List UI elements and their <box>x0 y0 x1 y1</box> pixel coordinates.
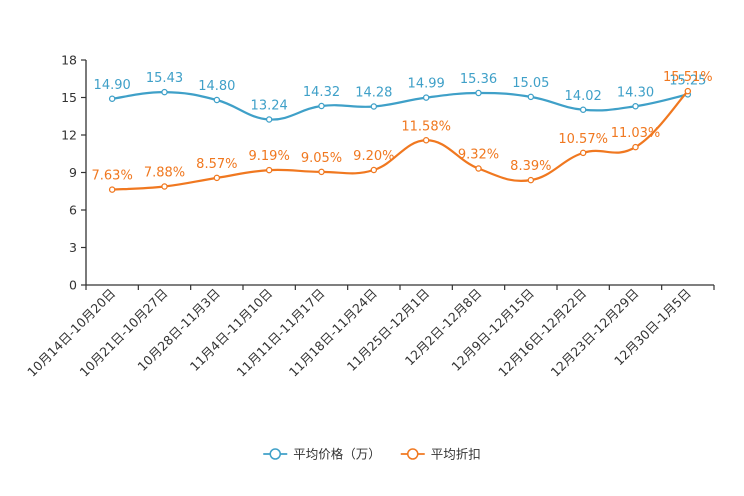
data-point[interactable] <box>527 176 535 184</box>
data-point[interactable] <box>579 106 587 114</box>
data-label: 8.57% <box>196 157 237 172</box>
data-label: 14.32 <box>303 85 340 100</box>
data-point[interactable] <box>108 95 116 103</box>
series-layer <box>108 87 692 193</box>
data-label: 15.51% <box>663 70 713 85</box>
data-labels-layer: 14.90 15.43 14.80 13.24 14.32 14.28 14.99 15.36… <box>92 70 713 184</box>
data-point[interactable] <box>318 102 325 110</box>
y-tick-label: 18 <box>61 53 77 68</box>
series-line <box>112 91 689 121</box>
data-point[interactable] <box>108 186 116 193</box>
data-label: 15.36 <box>460 72 497 87</box>
y-tick-label: 3 <box>69 240 77 255</box>
data-label: 8.39% <box>510 159 551 174</box>
y-tick-label: 0 <box>69 278 77 293</box>
data-point[interactable] <box>265 116 273 123</box>
data-point[interactable] <box>632 143 639 151</box>
data-label: 15.25 <box>669 73 706 88</box>
legend-marker <box>407 448 419 460</box>
data-label: 14.90 <box>94 78 131 93</box>
y-tick-label: 9 <box>69 165 77 180</box>
legend-label: 平均价格（万） <box>293 447 381 462</box>
data-point[interactable] <box>213 96 221 104</box>
data-label: 11.58% <box>401 119 451 134</box>
data-label: 14.28 <box>355 86 392 101</box>
data-point[interactable] <box>475 89 482 97</box>
data-point[interactable] <box>475 165 482 172</box>
data-label: 7.63% <box>92 169 133 184</box>
data-point[interactable] <box>632 103 639 110</box>
series-2 <box>108 87 692 193</box>
data-label: 15.43 <box>146 71 183 86</box>
data-label: 11.03% <box>611 126 661 141</box>
data-label: 15.05 <box>512 76 549 91</box>
data-label: 10.57% <box>558 132 608 147</box>
x-tick-label: 11月11日-11月17日 <box>233 286 327 380</box>
data-point[interactable] <box>370 103 378 110</box>
data-label: 9.32% <box>458 148 499 163</box>
data-label: 14.99 <box>408 77 445 92</box>
data-label: 13.24 <box>251 99 288 114</box>
x-tick-label: 11月18日-11月24日 <box>286 286 380 380</box>
x-tick-label: 12月23日-12月29日 <box>547 286 641 380</box>
y-tick-label: 12 <box>61 128 77 143</box>
data-point[interactable] <box>684 87 692 95</box>
legend-label: 平均折扣 <box>431 447 481 462</box>
x-tick-label: 10月21日-10月27日 <box>76 286 170 380</box>
chart-legend[interactable]: 平均价格（万） 平均折扣 <box>263 447 481 462</box>
data-label: 14.80 <box>198 79 235 94</box>
data-label: 14.30 <box>617 85 654 100</box>
y-tick-label: 15 <box>61 90 77 105</box>
series-1 <box>108 88 692 123</box>
y-tick-label: 6 <box>69 203 77 218</box>
legend-item-2[interactable]: 平均折扣 <box>400 447 481 462</box>
data-label: 14.02 <box>565 89 602 104</box>
legend-marker <box>269 448 281 460</box>
x-tick-label: 10月14日-10月20日 <box>24 286 118 380</box>
data-point[interactable] <box>527 93 535 101</box>
data-label: 9.05% <box>301 151 342 166</box>
data-point[interactable] <box>161 88 168 96</box>
data-label: 7.88% <box>144 166 185 181</box>
data-point[interactable] <box>213 174 221 182</box>
data-point[interactable] <box>422 94 430 101</box>
legend-item-1[interactable]: 平均价格（万） <box>263 447 381 462</box>
chart-axes: 036912151810月14日-10月20日10月21日-10月27日10月2… <box>24 53 715 380</box>
data-point[interactable] <box>422 136 430 144</box>
data-point[interactable] <box>265 166 273 174</box>
data-point[interactable] <box>370 166 378 174</box>
data-point[interactable] <box>161 183 168 190</box>
data-label: 9.20% <box>353 149 394 164</box>
data-label: 9.19% <box>249 149 290 164</box>
data-point[interactable] <box>579 149 587 157</box>
x-tick-label: 12月16日-12月22日 <box>495 286 589 380</box>
data-point[interactable] <box>318 168 325 176</box>
